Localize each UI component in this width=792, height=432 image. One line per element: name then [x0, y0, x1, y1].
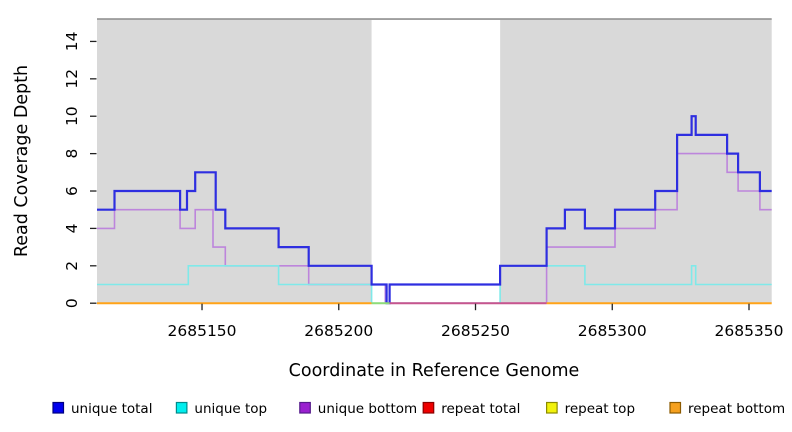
x-axis-title: Coordinate in Reference Genome [289, 361, 580, 381]
legend-label-repeat-top: repeat top [565, 401, 635, 417]
y-tick-label: 0 [63, 298, 81, 308]
legend-label-unique-top: unique top [194, 401, 267, 417]
y-axis-title: Read Coverage Depth [12, 65, 32, 257]
legend-swatch-unique-top [175, 401, 188, 414]
legend-swatch-unique-bottom [299, 401, 311, 414]
x-tick-label: 2685200 [304, 322, 373, 340]
legend-label-repeat-total: repeat total [441, 401, 520, 417]
legend-swatch-repeat-total [422, 401, 435, 414]
plot-layer [97, 18, 772, 305]
gap-region [371, 20, 501, 304]
series-line-unique-total [97, 115, 772, 305]
x-tick-label: 2685150 [168, 322, 237, 340]
y-tick-label: 12 [63, 69, 81, 89]
y-tick-label: 6 [63, 186, 81, 196]
legend-swatch-repeat-top [545, 401, 558, 414]
y-tick-label: 14 [63, 32, 81, 52]
legend-label-unique-bottom: unique bottom [318, 401, 417, 417]
legend: unique total unique top unique bottom repea… [52, 401, 785, 417]
y-tick-label: 4 [63, 223, 81, 233]
legend-swatch-repeat-bottom [669, 401, 682, 414]
y-tick-label: 2 [63, 261, 81, 271]
axis-layer: 2685150 2685200 2685250 2685300 2685350 0 2 4 6 8… [63, 32, 784, 340]
x-tick-label: 2685350 [714, 322, 783, 340]
legend-swatch-unique-total [52, 401, 65, 414]
legend-label-unique-total: unique total [71, 401, 152, 417]
y-tick-label: 10 [63, 106, 81, 126]
y-tick-label: 8 [63, 149, 81, 159]
legend-label-repeat-bottom: repeat bottom [688, 401, 785, 417]
x-tick-label: 2685300 [578, 322, 647, 340]
x-tick-label: 2685250 [441, 322, 510, 340]
